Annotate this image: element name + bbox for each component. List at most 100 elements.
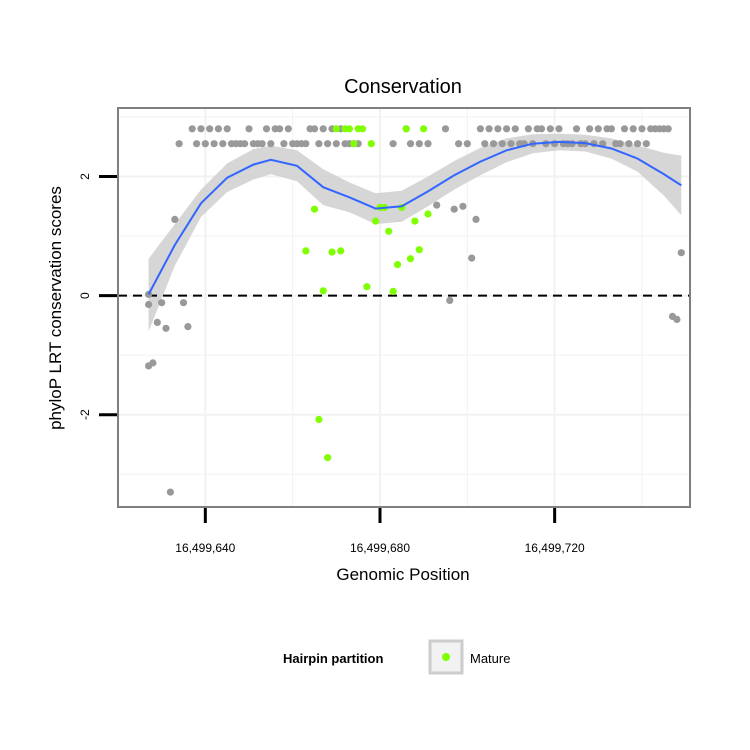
chart-title: Conservation [344, 76, 462, 98]
other-point [625, 140, 633, 148]
panel-background [118, 108, 690, 507]
other-point [433, 201, 441, 209]
mature-point [389, 287, 397, 295]
other-point [555, 125, 563, 133]
x-tick-label: 16,499,720 [525, 541, 585, 555]
other-point [450, 205, 458, 213]
mature-point [363, 283, 371, 291]
other-point [406, 140, 415, 148]
other-point [537, 125, 546, 133]
data-points [145, 125, 685, 496]
mature-point [367, 140, 375, 148]
other-point [677, 249, 685, 257]
mature-point [310, 205, 319, 213]
other-point [503, 125, 511, 133]
other-point [594, 125, 602, 133]
mature-point [350, 140, 358, 148]
other-point [607, 125, 616, 133]
other-point [620, 125, 629, 133]
mature-point [406, 255, 415, 263]
mature-point [358, 125, 367, 133]
mature-point [415, 246, 423, 254]
other-point [524, 125, 533, 133]
y-tick-label: 2 [78, 173, 92, 180]
panel-border [117, 107, 691, 508]
y-axis-title: phyloP LRT conservation scores [46, 186, 65, 430]
other-point [324, 140, 332, 148]
legend-label-mature: Mature [470, 651, 510, 666]
other-point [153, 318, 161, 326]
other-point [507, 140, 515, 148]
other-point [446, 296, 454, 304]
mature-point [420, 125, 428, 133]
other-point [188, 125, 196, 133]
other-point [616, 140, 624, 148]
other-point [664, 125, 672, 133]
other-point [468, 254, 476, 262]
y-axis: -2 0 2 [78, 173, 117, 420]
other-point [489, 140, 498, 148]
other-point [511, 125, 519, 133]
legend-title: Hairpin partition [283, 651, 383, 666]
other-point [258, 140, 266, 148]
mature-point [328, 248, 336, 256]
mature-point [402, 125, 410, 133]
other-point [219, 140, 227, 148]
other-point [210, 140, 218, 148]
other-point [175, 140, 183, 148]
other-point [673, 315, 681, 323]
other-point [184, 323, 192, 331]
other-point [223, 125, 231, 133]
other-point [546, 125, 554, 133]
other-point [634, 140, 642, 148]
other-point [276, 125, 284, 133]
other-point [149, 359, 157, 367]
other-point [158, 299, 166, 307]
other-point [476, 125, 484, 133]
other-point [284, 125, 292, 133]
other-point [197, 125, 205, 133]
other-point [424, 140, 432, 148]
other-point [241, 140, 249, 148]
mature-point [411, 217, 419, 225]
mature-point [385, 227, 393, 235]
mature-point [424, 210, 432, 218]
other-point [485, 125, 493, 133]
mature-point [315, 415, 323, 424]
other-point [245, 125, 253, 133]
other-point [572, 125, 581, 133]
other-point [206, 125, 214, 133]
mature-point [393, 261, 402, 269]
mature-point [319, 287, 327, 295]
other-point [332, 140, 340, 148]
other-point [302, 140, 310, 148]
other-point [638, 125, 646, 133]
mature-point [337, 247, 345, 255]
other-point [389, 140, 397, 148]
other-point [262, 125, 271, 133]
y-tick-label: -2 [78, 409, 92, 420]
other-point [441, 125, 450, 133]
x-tick-label: 16,499,640 [175, 541, 235, 555]
other-point [498, 140, 506, 148]
other-point [568, 140, 576, 148]
other-point [214, 125, 222, 133]
legend: Hairpin partition Mature [283, 639, 510, 675]
other-point [201, 140, 209, 148]
legend-key-mature-dot [442, 653, 450, 661]
x-axis-title: Genomic Position [336, 565, 469, 584]
other-point [162, 324, 170, 332]
mature-point [372, 217, 380, 225]
other-point [280, 140, 288, 148]
mature-point [332, 125, 340, 133]
plot-panel [117, 107, 691, 508]
other-point [586, 125, 594, 133]
other-point [319, 125, 327, 133]
other-point [463, 140, 471, 148]
y-tick-label: 0 [78, 292, 92, 299]
other-point [481, 140, 489, 148]
x-axis: 16,499,640 16,499,680 16,499,720 [175, 508, 585, 555]
other-point [459, 202, 467, 210]
other-point [193, 140, 201, 148]
other-point [629, 125, 637, 133]
